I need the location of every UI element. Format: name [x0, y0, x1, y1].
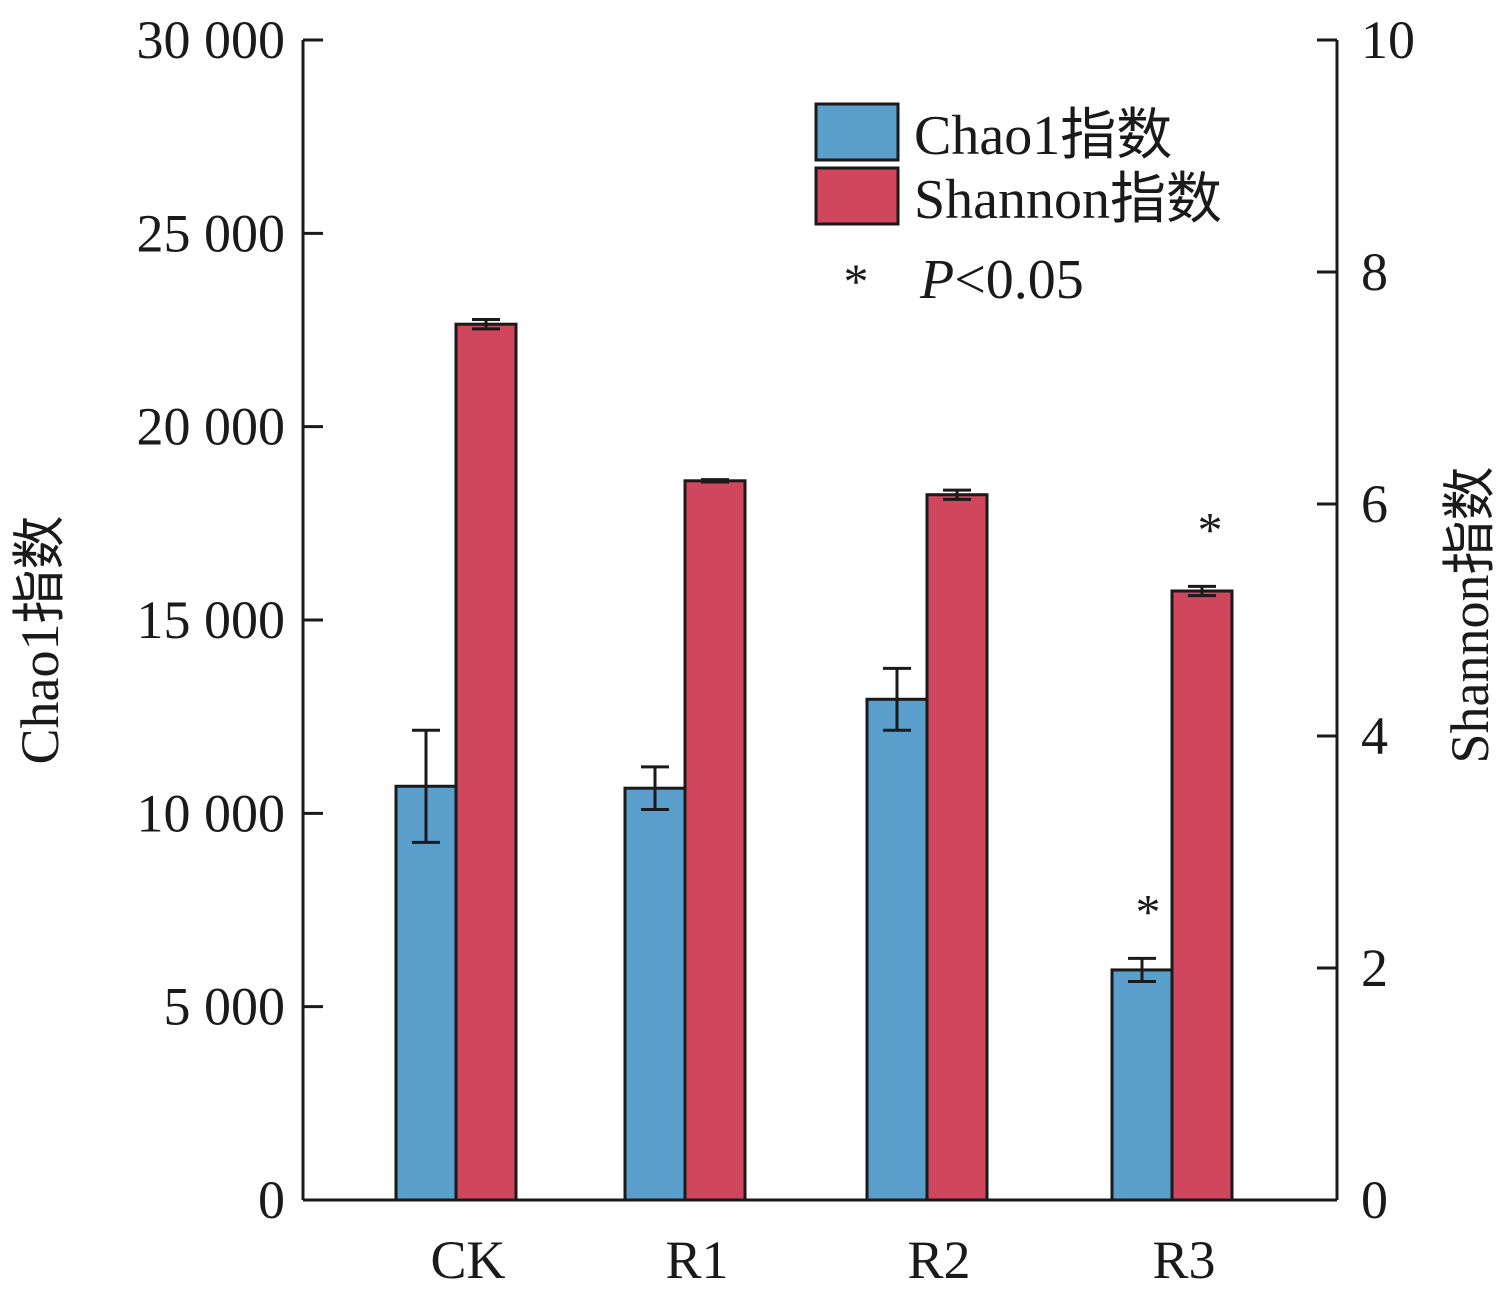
bar-chao1: [623, 786, 687, 1202]
left-tick-label: 15 000: [137, 590, 286, 650]
right-tick-label: 4: [1361, 706, 1388, 766]
right-tick-label: 6: [1361, 474, 1388, 534]
bar-shannon: [1170, 589, 1234, 1202]
legend-significance-label: P<0.05: [919, 249, 1084, 311]
right-axis-title: Shannon指数: [1440, 467, 1500, 764]
legend-swatch-chao1: [814, 102, 900, 162]
left-tick-label: 0: [258, 1170, 285, 1230]
legend-swatch-shannon: [814, 166, 900, 226]
right-tick-label: 0: [1361, 1170, 1388, 1230]
left-axis-title: Chao1指数: [10, 516, 70, 765]
left-tick-label: 10 000: [137, 783, 286, 843]
category-label: CK: [430, 1230, 505, 1290]
legend-significance-marker: *: [844, 253, 869, 309]
bars: **: [394, 318, 1234, 1202]
bar-chao1: [1110, 968, 1174, 1202]
bar-chao1: [394, 784, 458, 1202]
bar-shannon: [683, 479, 747, 1202]
right-tick-label: 10: [1361, 10, 1415, 70]
right-tick-label: 2: [1361, 938, 1388, 998]
significance-marker: *: [1198, 501, 1223, 557]
bar-chao1: [865, 697, 929, 1202]
left-tick-label: 25 000: [137, 203, 286, 263]
category-label: R3: [1152, 1230, 1215, 1290]
left-tick-label: 30 000: [137, 10, 286, 70]
left-tick-label: 20 000: [137, 397, 286, 457]
right-tick-label: 8: [1361, 242, 1388, 302]
bar-shannon: [454, 322, 518, 1202]
axes: 0 5 000 10 000 15 000 20 000 25 000 30 000 0 2 4 6…: [10, 10, 1500, 1290]
left-tick-label: 5 000: [164, 977, 286, 1037]
category-label: R2: [907, 1230, 970, 1290]
category-label: R1: [665, 1230, 728, 1290]
legend-label-chao1: Chao1指数: [914, 105, 1172, 167]
legend-label-shannon: Shannon指数: [914, 169, 1222, 231]
significance-marker: *: [1136, 883, 1161, 939]
bar-shannon: [925, 493, 989, 1202]
